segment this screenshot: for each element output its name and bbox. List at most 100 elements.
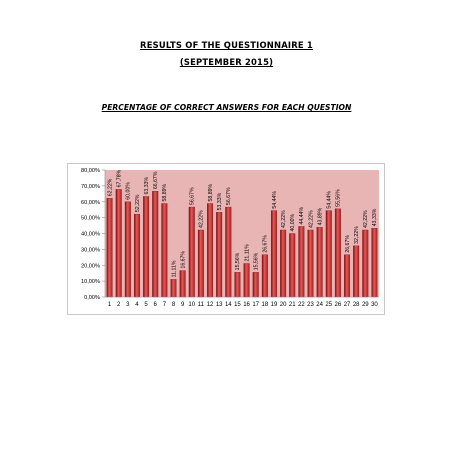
x-tick-label: 12 — [207, 302, 214, 308]
x-tick-label: 16 — [243, 302, 250, 308]
bar — [133, 213, 140, 298]
x-tick-label: 26 — [335, 302, 342, 308]
x-tick-label: 14 — [225, 302, 232, 308]
bar-value-label: 56,67% — [190, 187, 196, 205]
y-tick-label: 10,00% — [81, 279, 100, 285]
x-tick-label: 20 — [280, 302, 287, 308]
x-tick-label: 5 — [144, 302, 148, 308]
bar — [325, 210, 332, 298]
x-tick-label: 17 — [252, 302, 259, 308]
x-tick-label: 19 — [271, 302, 278, 308]
y-tick-label: 80,00% — [81, 168, 100, 174]
y-tick-label: 20,00% — [81, 263, 100, 269]
bar-value-label: 54,44% — [272, 191, 278, 209]
bar — [334, 208, 341, 298]
page-date: (SEPTEMBER 2015) — [179, 57, 274, 67]
bar-value-label: 32,22% — [354, 226, 360, 244]
x-tick-label: 9 — [181, 302, 185, 308]
bar-value-label: 40,00% — [290, 214, 296, 232]
y-tick-label: 60,00% — [81, 200, 100, 206]
x-tick-label: 21 — [289, 302, 296, 308]
bar — [252, 272, 259, 298]
bar-value-label: 55,56% — [336, 189, 342, 207]
bar-value-label: 54,44% — [327, 191, 333, 209]
bar-value-label: 42,22% — [308, 210, 314, 228]
bar-value-label: 66,67% — [153, 171, 159, 189]
bar — [143, 196, 150, 298]
x-tick-label: 3 — [126, 302, 130, 308]
bar — [234, 272, 241, 298]
bar-value-label: 56,67% — [226, 187, 232, 205]
x-tick-label: 24 — [316, 302, 323, 308]
bar — [371, 228, 378, 298]
bar-value-label: 42,22% — [363, 210, 369, 228]
bar — [161, 203, 168, 298]
bar — [197, 229, 204, 298]
bar-value-label: 53,33% — [217, 192, 223, 210]
bar-value-label: 60,00% — [126, 182, 132, 200]
bar-value-label: 43,33% — [372, 208, 378, 226]
bar-value-label: 58,89% — [162, 184, 168, 202]
x-tick-label: 4 — [135, 302, 139, 308]
plot-area — [105, 170, 379, 297]
bar — [188, 206, 195, 298]
y-tick-label: 40,00% — [81, 232, 100, 238]
bar — [316, 227, 323, 298]
bar-value-label: 16,67% — [180, 251, 186, 269]
bar-value-label: 43,89% — [317, 207, 323, 225]
x-tick-label: 2 — [117, 302, 121, 308]
x-tick-label: 23 — [307, 302, 314, 308]
bar-value-label: 58,89% — [208, 184, 214, 202]
x-tick-label: 11 — [198, 302, 205, 308]
y-tick-label: 0,00% — [84, 295, 100, 301]
bar — [243, 263, 250, 298]
bar — [225, 206, 232, 298]
y-tick-label: 50,00% — [81, 216, 100, 222]
y-tick-label: 30,00% — [81, 247, 100, 253]
x-tick-label: 13 — [216, 302, 223, 308]
bar-value-label: 26,67% — [345, 235, 351, 253]
bar — [152, 191, 159, 298]
page-title: RESULTS OF THE QUESTIONNAIRE 1 — [140, 40, 313, 50]
bar-value-label: 15,56% — [235, 252, 241, 270]
bar-value-label: 11,11% — [171, 260, 177, 277]
x-tick-label: 29 — [362, 302, 369, 308]
bar-chart: 0,00% 10,00% 20,00% 30,00% 40,00% 50,00% 60,00… — [67, 163, 385, 315]
bar-value-label: 15,56% — [254, 252, 260, 270]
bar — [216, 212, 223, 298]
y-axis: 0,00% 10,00% 20,00% 30,00% 40,00% 50,00% 60,00… — [81, 168, 106, 301]
x-tick-label: 27 — [344, 302, 351, 308]
bar-value-label: 62,22% — [107, 178, 113, 196]
x-tick-label: 10 — [188, 302, 195, 308]
x-tick-label: 6 — [154, 302, 158, 308]
x-tick-label: 7 — [163, 302, 167, 308]
bar — [106, 198, 113, 298]
x-tick-label: 25 — [325, 302, 332, 308]
bar — [179, 270, 186, 298]
bar — [270, 210, 277, 298]
bar — [124, 201, 131, 298]
bar — [170, 279, 177, 298]
bars-group: 62,22%67,78%60,00%52,22%63,33% 66,67%58,8… — [106, 169, 378, 298]
x-tick-label: 28 — [353, 302, 360, 308]
bar-value-label: 63,33% — [144, 176, 150, 194]
y-tick-label: 70,00% — [81, 184, 100, 190]
x-axis: 1 2 3 4 5 6 7 8 9 10 11 12 13 14 15 16 17 18 19 20 21 22 23 24 2… — [108, 302, 379, 308]
bar — [261, 254, 268, 298]
bar-value-label: 42,22% — [281, 210, 287, 228]
x-tick-label: 15 — [234, 302, 241, 308]
x-tick-label: 8 — [172, 302, 176, 308]
bar — [362, 229, 369, 298]
bar — [298, 226, 305, 298]
bar — [344, 254, 351, 298]
bar-value-label: 26,67% — [263, 235, 269, 253]
bar-value-label: 52,22% — [135, 194, 141, 212]
x-tick-label: 30 — [371, 302, 378, 308]
bar — [307, 229, 314, 298]
x-tick-label: 1 — [108, 302, 112, 308]
bar-value-label: 44,44% — [299, 206, 305, 224]
bar — [280, 229, 287, 298]
bar-value-label: 42,22% — [199, 210, 205, 228]
bar-value-label: 67,78% — [117, 169, 123, 187]
x-tick-label: 18 — [261, 302, 268, 308]
